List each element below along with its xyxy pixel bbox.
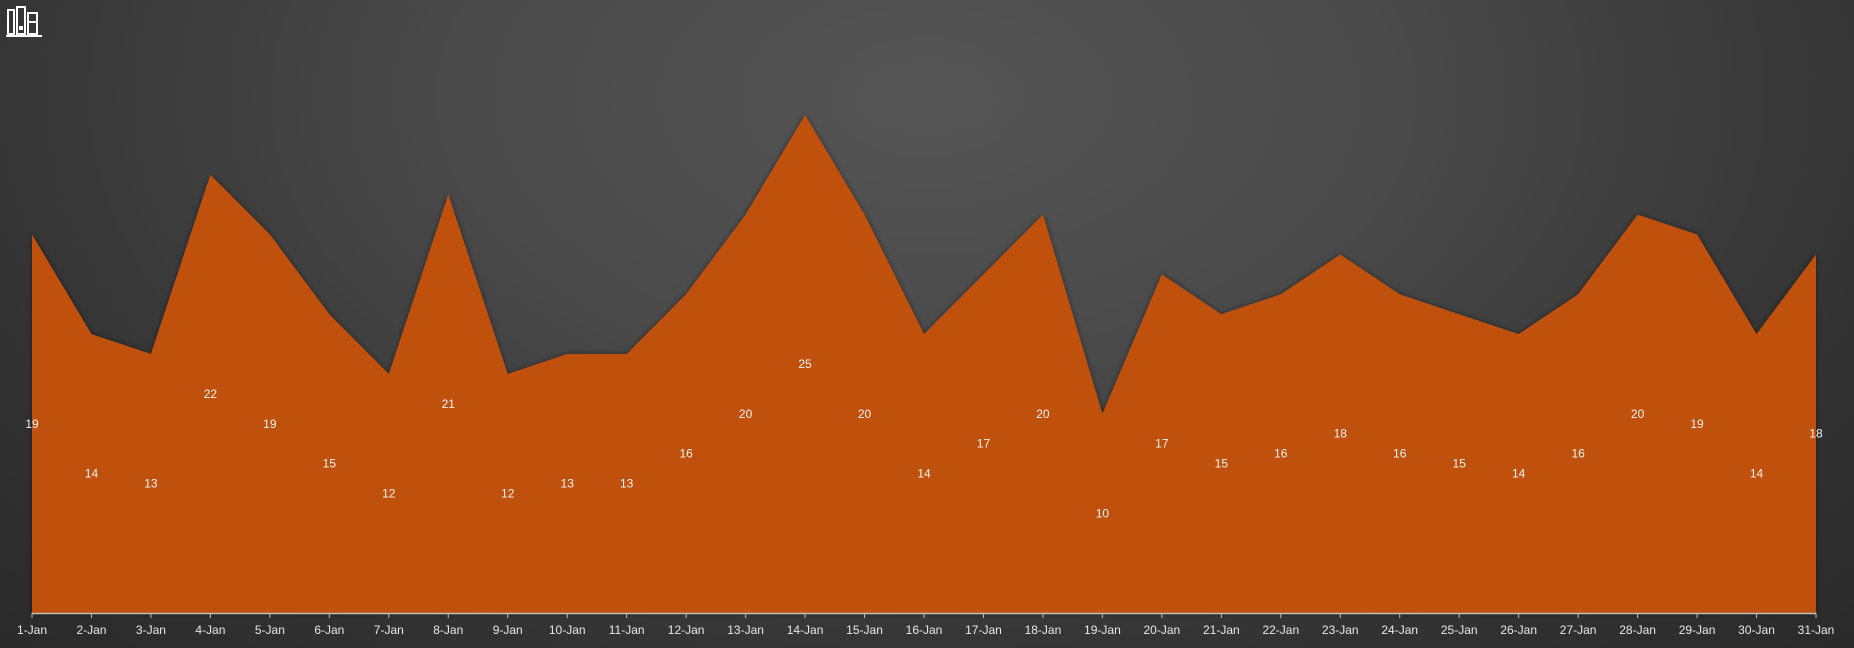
data-label: 14 <box>1512 467 1526 481</box>
data-label: 10 <box>1096 506 1110 520</box>
data-label: 20 <box>858 407 872 421</box>
x-tick-label: 26-Jan <box>1500 623 1537 637</box>
data-label: 16 <box>1393 447 1407 461</box>
x-tick-label: 22-Jan <box>1262 623 1299 637</box>
x-tick-label: 17-Jan <box>965 623 1002 637</box>
x-tick-label: 4-Jan <box>195 623 225 637</box>
x-tick-label: 2-Jan <box>76 623 106 637</box>
x-tick-label: 1-Jan <box>17 623 47 637</box>
x-tick-label: 23-Jan <box>1322 623 1359 637</box>
x-tick-label: 27-Jan <box>1560 623 1597 637</box>
data-label: 21 <box>442 397 456 411</box>
books-icon <box>6 6 42 37</box>
data-label: 15 <box>1215 457 1229 471</box>
x-tick-label: 31-Jan <box>1798 623 1835 637</box>
x-tick-label: 19-Jan <box>1084 623 1121 637</box>
x-tick-label: 9-Jan <box>493 623 523 637</box>
x-tick-label: 20-Jan <box>1144 623 1181 637</box>
data-label: 15 <box>323 457 337 471</box>
x-tick-label: 15-Jan <box>846 623 883 637</box>
data-label: 17 <box>977 437 991 451</box>
x-tick-label: 5-Jan <box>255 623 285 637</box>
data-label: 17 <box>1155 437 1169 451</box>
data-label: 18 <box>1334 427 1348 441</box>
data-label: 22 <box>204 387 218 401</box>
data-label: 20 <box>739 407 753 421</box>
area-series <box>32 115 1816 613</box>
data-label: 12 <box>382 486 396 500</box>
x-tick-label: 21-Jan <box>1203 623 1240 637</box>
x-tick-label: 6-Jan <box>314 623 344 637</box>
x-tick-label: 16-Jan <box>906 623 943 637</box>
x-tick-label: 10-Jan <box>549 623 586 637</box>
x-tick-label: 29-Jan <box>1679 623 1716 637</box>
data-label: 16 <box>1274 447 1288 461</box>
data-label: 14 <box>1750 467 1764 481</box>
x-tick-label: 28-Jan <box>1619 623 1656 637</box>
data-label: 25 <box>798 357 812 371</box>
x-tick-label: 11-Jan <box>609 623 645 637</box>
data-label: 12 <box>501 486 515 500</box>
x-tick-label: 3-Jan <box>136 623 166 637</box>
data-label: 14 <box>85 467 99 481</box>
x-tick-label: 7-Jan <box>374 623 404 637</box>
data-label: 13 <box>144 477 158 491</box>
x-tick-label: 24-Jan <box>1381 623 1418 637</box>
x-tick-label: 8-Jan <box>433 623 463 637</box>
data-label: 19 <box>1690 417 1704 431</box>
x-tick-label: 18-Jan <box>1025 623 1062 637</box>
data-label: 16 <box>1571 447 1585 461</box>
x-tick-label: 12-Jan <box>668 623 705 637</box>
data-label: 13 <box>561 477 575 491</box>
data-label: 19 <box>25 417 39 431</box>
x-tick-label: 30-Jan <box>1738 623 1775 637</box>
data-label: 20 <box>1631 407 1645 421</box>
data-label: 14 <box>917 467 931 481</box>
data-label: 13 <box>620 477 634 491</box>
data-label: 18 <box>1809 427 1823 441</box>
x-tick-label: 25-Jan <box>1441 623 1478 637</box>
data-label: 19 <box>263 417 277 431</box>
data-label: 16 <box>679 447 693 461</box>
x-tick-label: 14-Jan <box>787 623 824 637</box>
data-label: 15 <box>1453 457 1467 471</box>
x-tick-label: 13-Jan <box>727 623 764 637</box>
data-label: 20 <box>1036 407 1050 421</box>
